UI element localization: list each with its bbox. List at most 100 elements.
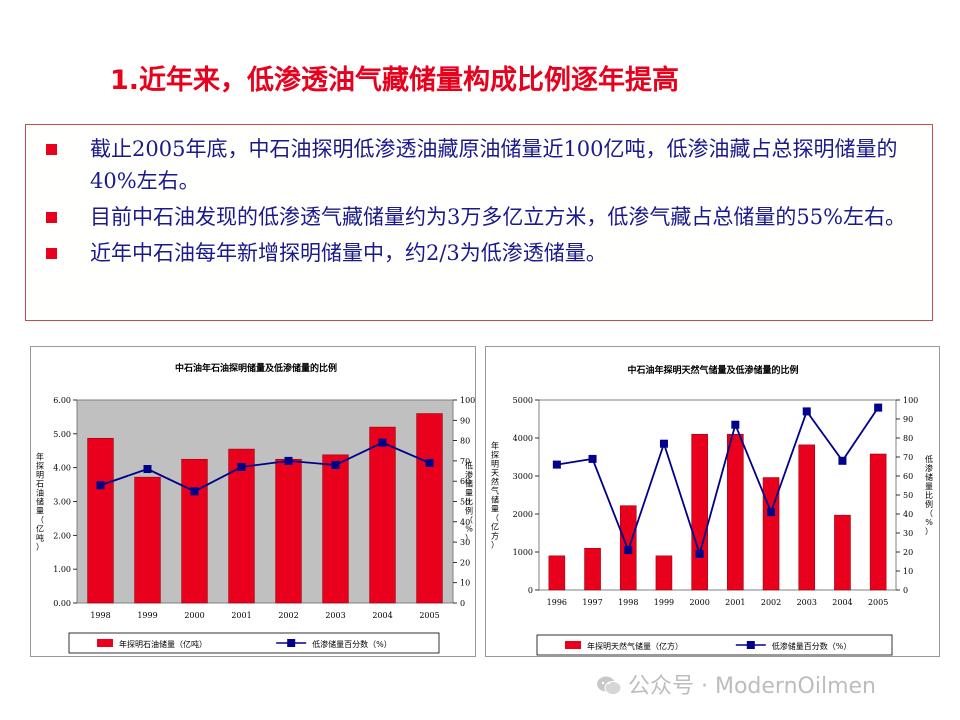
line-series [556, 407, 879, 558]
plot-area [76, 399, 454, 604]
bar [727, 433, 744, 591]
left-axis-label-char: 亿 [491, 522, 499, 532]
legend-box [536, 634, 893, 656]
left-tick-label: 1000 [513, 548, 533, 557]
right-tick-label: 50 [903, 491, 913, 500]
legend-box [68, 632, 440, 654]
bar [548, 555, 566, 591]
line-point [96, 481, 105, 490]
left-axis-label-char: 吨 [36, 533, 44, 543]
bar [181, 458, 208, 604]
right-tick-label: 20 [903, 548, 913, 557]
bar [584, 547, 601, 591]
left-axis-label-char: 然 [491, 477, 499, 487]
x-tick-label: 2002 [761, 598, 781, 607]
bar [834, 514, 851, 591]
right-tick-label: 20 [460, 558, 470, 567]
line-point [874, 403, 883, 412]
x-tick-label: 2001 [725, 598, 745, 607]
right-axis-label-char: 量 [465, 489, 473, 498]
square-bullet-icon [46, 248, 57, 259]
line-point [588, 454, 597, 463]
square-bullet-icon [46, 144, 57, 155]
gas-reserves-chart: 中石油年探明天然气储量及低渗储量的比例 0 1000 2000 3000 4000 5000… [485, 346, 940, 657]
right-tick-label: 90 [460, 416, 470, 425]
right-axis-label-char: 渗 [925, 463, 933, 473]
bar [655, 555, 673, 591]
line-point [695, 549, 704, 558]
bar [228, 448, 255, 604]
bullet-item: 近年中石油每年新增探明储量中，约2/3为低渗透储量。 [46, 237, 922, 269]
watermark-text: 公众号 · ModernOilmen [628, 674, 876, 699]
right-tick-label: 80 [903, 434, 913, 443]
line-point [767, 508, 776, 517]
line-point [838, 456, 847, 465]
x-tick-label: 1998 [618, 598, 638, 607]
left-tick-label: 6.00 [53, 396, 71, 405]
bullet-text: 截止2005年底，中石油探明低渗透油藏原油储量近100亿吨，低渗油藏占总探明储量… [90, 137, 898, 193]
right-tick-label: 40 [460, 518, 470, 527]
left-tick-label: 4.00 [53, 464, 71, 473]
right-axis-label-char: 量 [925, 482, 933, 491]
right-tick-label: 60 [903, 472, 913, 481]
bar [869, 453, 887, 591]
left-axis-label-char: 年 [36, 452, 44, 462]
left-tick-label: 3.00 [53, 498, 71, 507]
bar [762, 477, 780, 591]
right-tick-label: 10 [460, 579, 470, 588]
chart-title: 中石油年石油探明储量及低渗储量的比例 [175, 362, 337, 374]
bullet-item: 截止2005年底，中石油探明低渗透油藏原油储量近100亿吨，低渗油藏占总探明储量… [46, 133, 922, 197]
left-tick-label: 4000 [513, 434, 533, 443]
legend: 年探明天然气储量（亿方） 低渗储量百分数（%） [536, 634, 893, 656]
left-axis-label-char: 年 [491, 441, 499, 451]
left-axis-label-char: 方 [491, 531, 499, 541]
x-tick-label: 2004 [372, 611, 392, 620]
watermark: 公众号 · ModernOilmen [596, 668, 876, 700]
bar [416, 413, 443, 604]
legend-bar-label: 年探明天然气储量（亿方） [587, 641, 683, 651]
right-tick-label: 40 [903, 510, 913, 519]
legend-bar-label: 年探明石油储量（亿吨） [119, 639, 207, 649]
right-tick-label: 0 [460, 599, 465, 608]
x-tick-label: 2003 [325, 611, 345, 620]
line-series [100, 441, 430, 493]
x-tick-label: 1999 [137, 611, 157, 620]
left-axis-label-char: 储 [491, 495, 499, 505]
left-tick-label: 2.00 [53, 531, 71, 540]
left-axis-label-char: 量 [491, 505, 499, 514]
right-tick-label: 10 [903, 567, 913, 576]
left-tick-label: 1.00 [53, 565, 71, 574]
bullet-list: 截止2005年底，中石油探明低渗透油藏原油储量近100亿吨，低渗油藏占总探明储量… [26, 125, 932, 269]
bullet-text: 目前中石油发现的低渗透气藏储量约为3万多亿立方米，低渗气藏占总储量的55%左右。 [90, 205, 907, 229]
line-point [552, 460, 561, 469]
right-axis-label-char: 比 [925, 490, 933, 500]
left-axis-label-char: ） [491, 541, 499, 550]
right-axis-label-char: % [925, 518, 933, 527]
line-point [143, 465, 152, 474]
slide-title: 1.近年来，低渗透油气藏储量构成比例逐年提高 [110, 65, 680, 96]
left-tick-label: 5000 [513, 396, 533, 405]
x-tick-label: 1996 [547, 598, 567, 607]
right-tick-label: 60 [460, 477, 470, 486]
right-axis-label-char: 例 [925, 499, 933, 509]
x-tick-label: 2003 [797, 598, 817, 607]
line-point [284, 456, 293, 465]
right-axis-label-char: 低 [925, 454, 933, 464]
left-axis-label-char: 明 [36, 471, 44, 480]
left-axis-label-char: 量 [36, 507, 44, 516]
legend-bar-swatch [565, 641, 581, 649]
line-point [659, 439, 668, 448]
line-point [731, 420, 740, 429]
right-axis-label-char: 比 [465, 497, 473, 507]
left-tick-label: 5.00 [53, 430, 71, 439]
bar [134, 476, 161, 604]
left-axis-label-char: （ [491, 514, 499, 523]
bar [87, 437, 114, 604]
right-axis-label-char: （ [465, 516, 473, 525]
gas-chart-svg: 中石油年探明天然气储量及低渗储量的比例010002000300040005000… [491, 364, 933, 656]
line-point [237, 462, 246, 471]
legend: 年探明石油储量（亿吨） 低渗储量百分数（%） [68, 632, 440, 654]
right-axis-label-char: 渗 [465, 470, 473, 480]
line-point [624, 546, 633, 555]
x-tick-label: 2005 [419, 611, 439, 620]
